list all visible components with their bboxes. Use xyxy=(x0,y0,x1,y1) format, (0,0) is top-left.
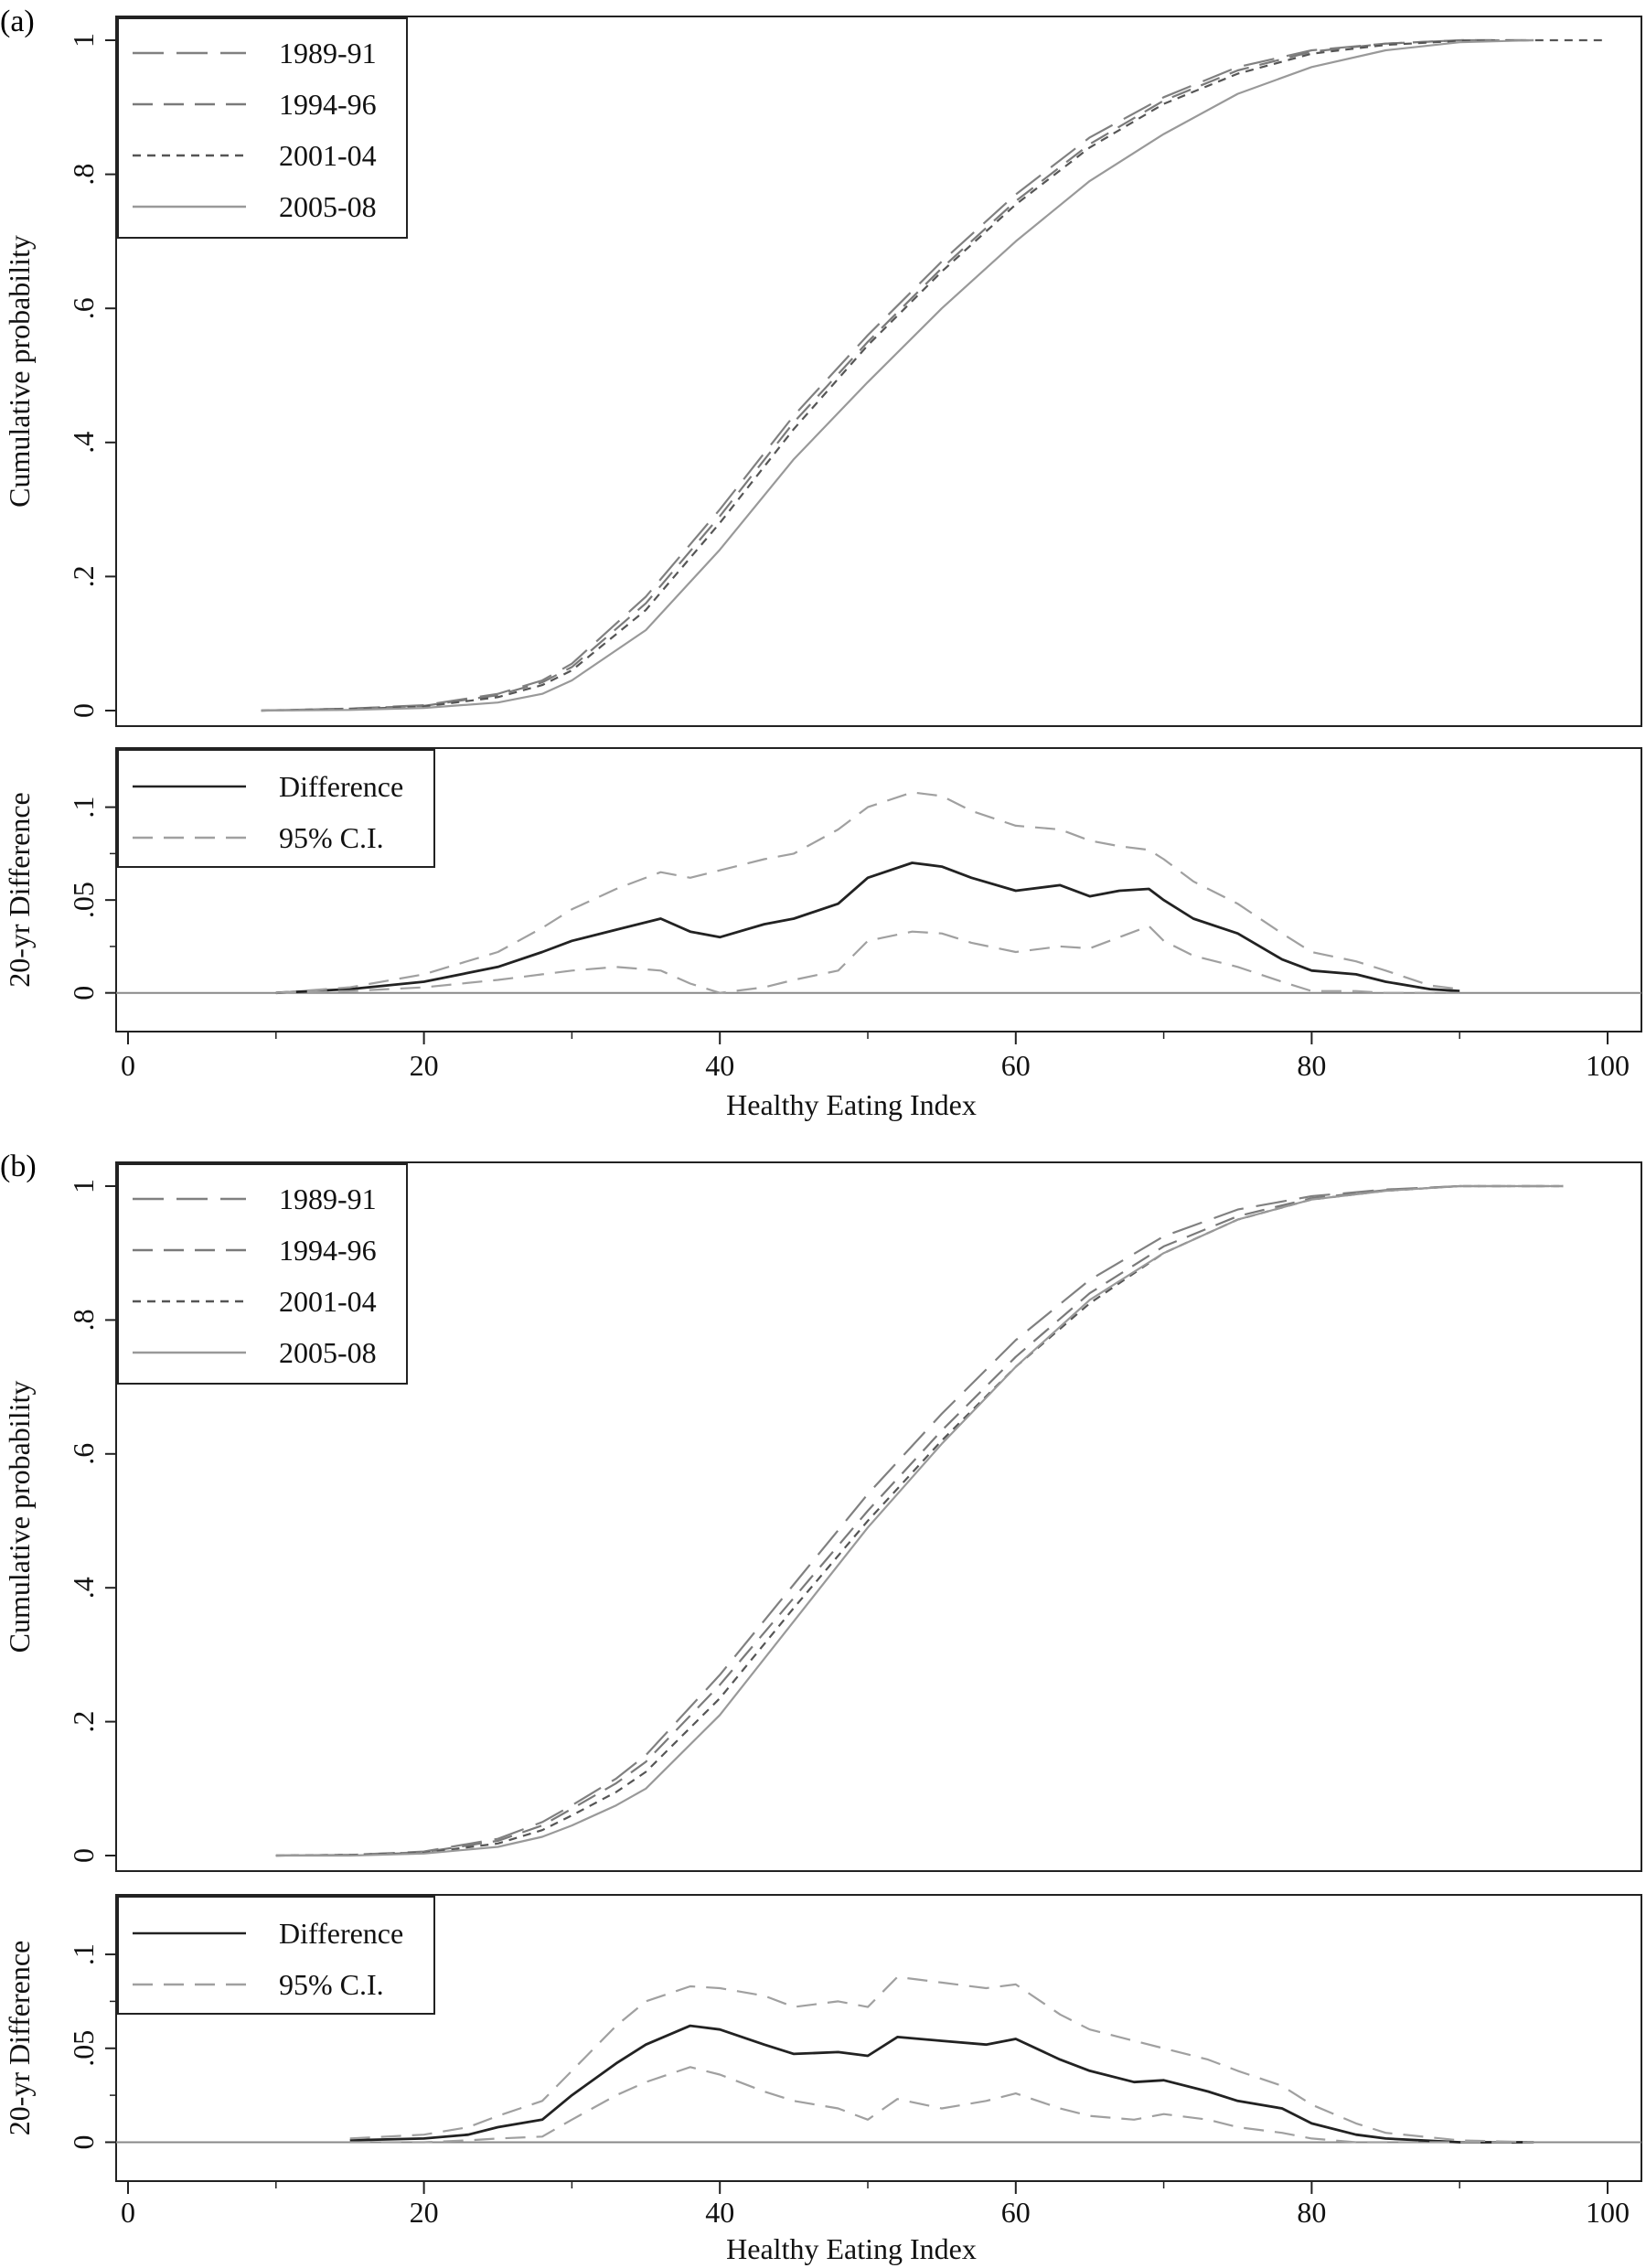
legend-label: 2001-04 xyxy=(279,1285,377,1318)
x-tick-label: 40 xyxy=(705,2196,734,2229)
y-tick-label: .6 xyxy=(67,1443,100,1465)
series-line-Difference xyxy=(275,861,1460,995)
x-tick-label: 20 xyxy=(410,1049,439,1082)
y-tick-label: .4 xyxy=(67,432,100,454)
x-tick-label: 40 xyxy=(705,1049,734,1082)
y-tick-label: 0 xyxy=(67,703,100,718)
plot-frame-bottom xyxy=(115,1894,1642,2182)
y-tick-label: 0 xyxy=(67,2134,100,2149)
legend-top: 1989-91 1994-96 2001-04 2005-08 xyxy=(117,17,408,239)
plot-frame-bottom xyxy=(115,747,1642,1032)
y-tick-label: .4 xyxy=(67,1577,100,1599)
series-line-2001-04 xyxy=(275,1184,1564,1857)
series-line-2005-08 xyxy=(275,1184,1564,1857)
series-line-95% C.I. xyxy=(275,791,1460,994)
x-tick-label: 60 xyxy=(1001,2196,1031,2229)
legend-bottom: Difference 95% C.I. xyxy=(117,1896,435,2015)
series-line-2001-04 xyxy=(261,38,1608,712)
panel-label: (a) xyxy=(0,5,35,38)
y-tick-label: .05 xyxy=(67,882,100,918)
legend-top: 1989-91 1994-96 2001-04 2005-08 xyxy=(117,1163,408,1385)
y-axis-title: Cumulative probability xyxy=(3,235,36,508)
series-line-2005-08 xyxy=(261,38,1534,712)
series-line-95% C.I. lower xyxy=(349,2066,1534,2144)
legend-label: 2001-04 xyxy=(279,139,377,172)
y-tick-label: 0 xyxy=(67,1848,100,1863)
legend-label: 95% C.I. xyxy=(279,1968,384,2001)
legend-label: Difference xyxy=(279,1917,403,1950)
x-tick-label: 60 xyxy=(1001,1049,1031,1082)
y-tick-label: 1 xyxy=(67,33,100,48)
y-tick-label: .2 xyxy=(67,565,100,587)
legend-box xyxy=(117,1896,435,2015)
y-tick-label: .05 xyxy=(67,2030,100,2067)
plot-frame-top xyxy=(115,1161,1642,1872)
series-line-95% C.I. xyxy=(349,1975,1534,2144)
x-tick-label: 0 xyxy=(121,2196,135,2229)
y-tick-label: 1 xyxy=(67,1179,100,1193)
legend-bottom: Difference 95% C.I. xyxy=(117,749,435,868)
series-line-1994-96 xyxy=(275,1184,1564,1857)
series-line-95% C.I. lower xyxy=(275,925,1460,994)
x-tick-label: 80 xyxy=(1297,1049,1326,1082)
y-tick-label: .8 xyxy=(67,164,100,186)
series-line-1989-91 xyxy=(261,38,1534,712)
y-axis-title: Cumulative probability xyxy=(3,1381,36,1653)
x-axis-title: Healthy Eating Index xyxy=(726,2232,977,2265)
x-tick-label: 20 xyxy=(410,2196,439,2229)
y-tick-label: .1 xyxy=(67,1943,100,1965)
y-axis-title: 20-yr Difference xyxy=(3,792,36,988)
y-tick-label: 0 xyxy=(67,986,100,1000)
y-tick-label: .6 xyxy=(67,297,100,319)
chart-panel-a: (a) 0 .2 .4 .6 .8 1 Cumulative probability 1989-… xyxy=(0,5,1642,1121)
legend-label: 1989-91 xyxy=(279,37,377,70)
series-line-Difference xyxy=(349,2024,1534,2144)
legend-box xyxy=(117,17,408,239)
series-line-1994-96 xyxy=(261,38,1534,712)
legend-label: 1989-91 xyxy=(279,1182,377,1215)
panel-label: (b) xyxy=(0,1150,37,1183)
x-tick-label: 100 xyxy=(1586,2196,1630,2229)
y-axis-title: 20-yr Difference xyxy=(3,1941,36,2136)
legend-label: Difference xyxy=(279,770,403,803)
y-tick-label: .8 xyxy=(67,1309,100,1331)
x-tick-label: 0 xyxy=(121,1049,135,1082)
y-tick-label: .1 xyxy=(67,797,100,818)
legend-label: 95% C.I. xyxy=(279,821,384,854)
legend-box xyxy=(117,1163,408,1385)
series-line-1989-91 xyxy=(275,1184,1564,1857)
legend-label: 1994-96 xyxy=(279,88,377,121)
x-tick-label: 100 xyxy=(1586,1049,1630,1082)
legend-box xyxy=(117,749,435,868)
x-axis-title: Healthy Eating Index xyxy=(726,1088,977,1121)
legend-label: 2005-08 xyxy=(279,190,377,223)
plot-frame-top xyxy=(115,16,1642,727)
chart-panel-b: (b) 0 .2 .4 .6 .8 1 Cumulative probability 1989-… xyxy=(0,1150,1642,2265)
x-tick-label: 80 xyxy=(1297,2196,1326,2229)
y-tick-label: .2 xyxy=(67,1711,100,1733)
legend-label: 1994-96 xyxy=(279,1234,377,1267)
legend-label: 2005-08 xyxy=(279,1336,377,1369)
